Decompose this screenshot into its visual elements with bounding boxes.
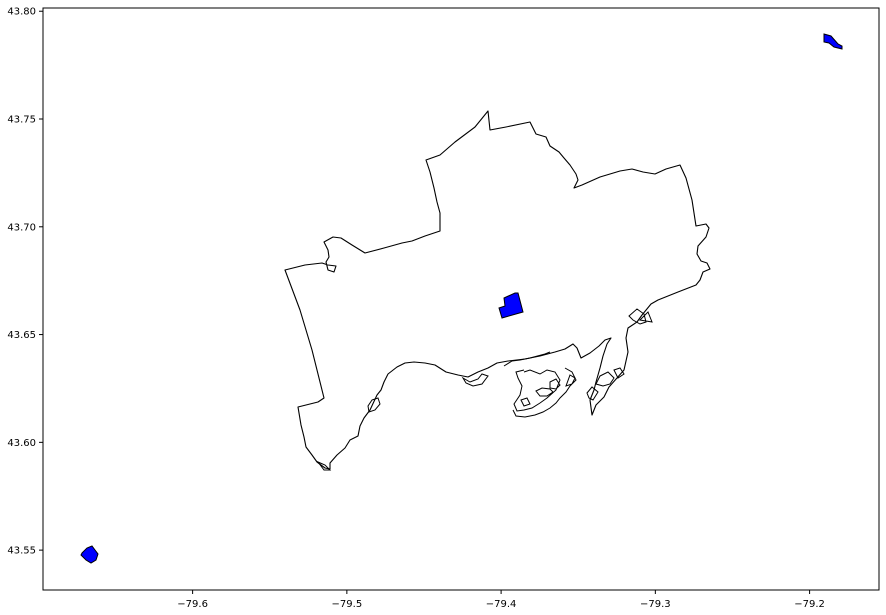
y-axis: 43.55 43.60 43.65 43.70 43.75 43.80 (7, 7, 43, 557)
western-shore-detail (316, 397, 381, 471)
x-tick-label: −79.4 (486, 599, 517, 610)
y-tick-label: 43.75 (7, 115, 36, 126)
city-boundary-outline (284, 110, 711, 470)
highlight-polygon-southwest (80, 545, 99, 564)
y-tick-label: 43.65 (7, 330, 36, 341)
y-tick-label: 43.80 (7, 7, 36, 18)
axes-frame (42, 7, 880, 591)
y-tick-label: 43.70 (7, 222, 36, 233)
harbour-shoreline-detail (461, 308, 653, 418)
y-tick-label: 43.60 (7, 438, 36, 449)
x-tick-label: −79.5 (332, 599, 363, 610)
x-tick-label: −79.3 (640, 599, 671, 610)
x-tick-label: −79.6 (177, 599, 208, 610)
highlight-polygon-central (498, 292, 524, 319)
x-axis: −79.6 −79.5 −79.4 −79.3 −79.2 (177, 590, 825, 610)
x-tick-label: −79.2 (794, 599, 825, 610)
y-tick-label: 43.55 (7, 546, 36, 557)
highlight-polygon-northeast (823, 33, 843, 50)
